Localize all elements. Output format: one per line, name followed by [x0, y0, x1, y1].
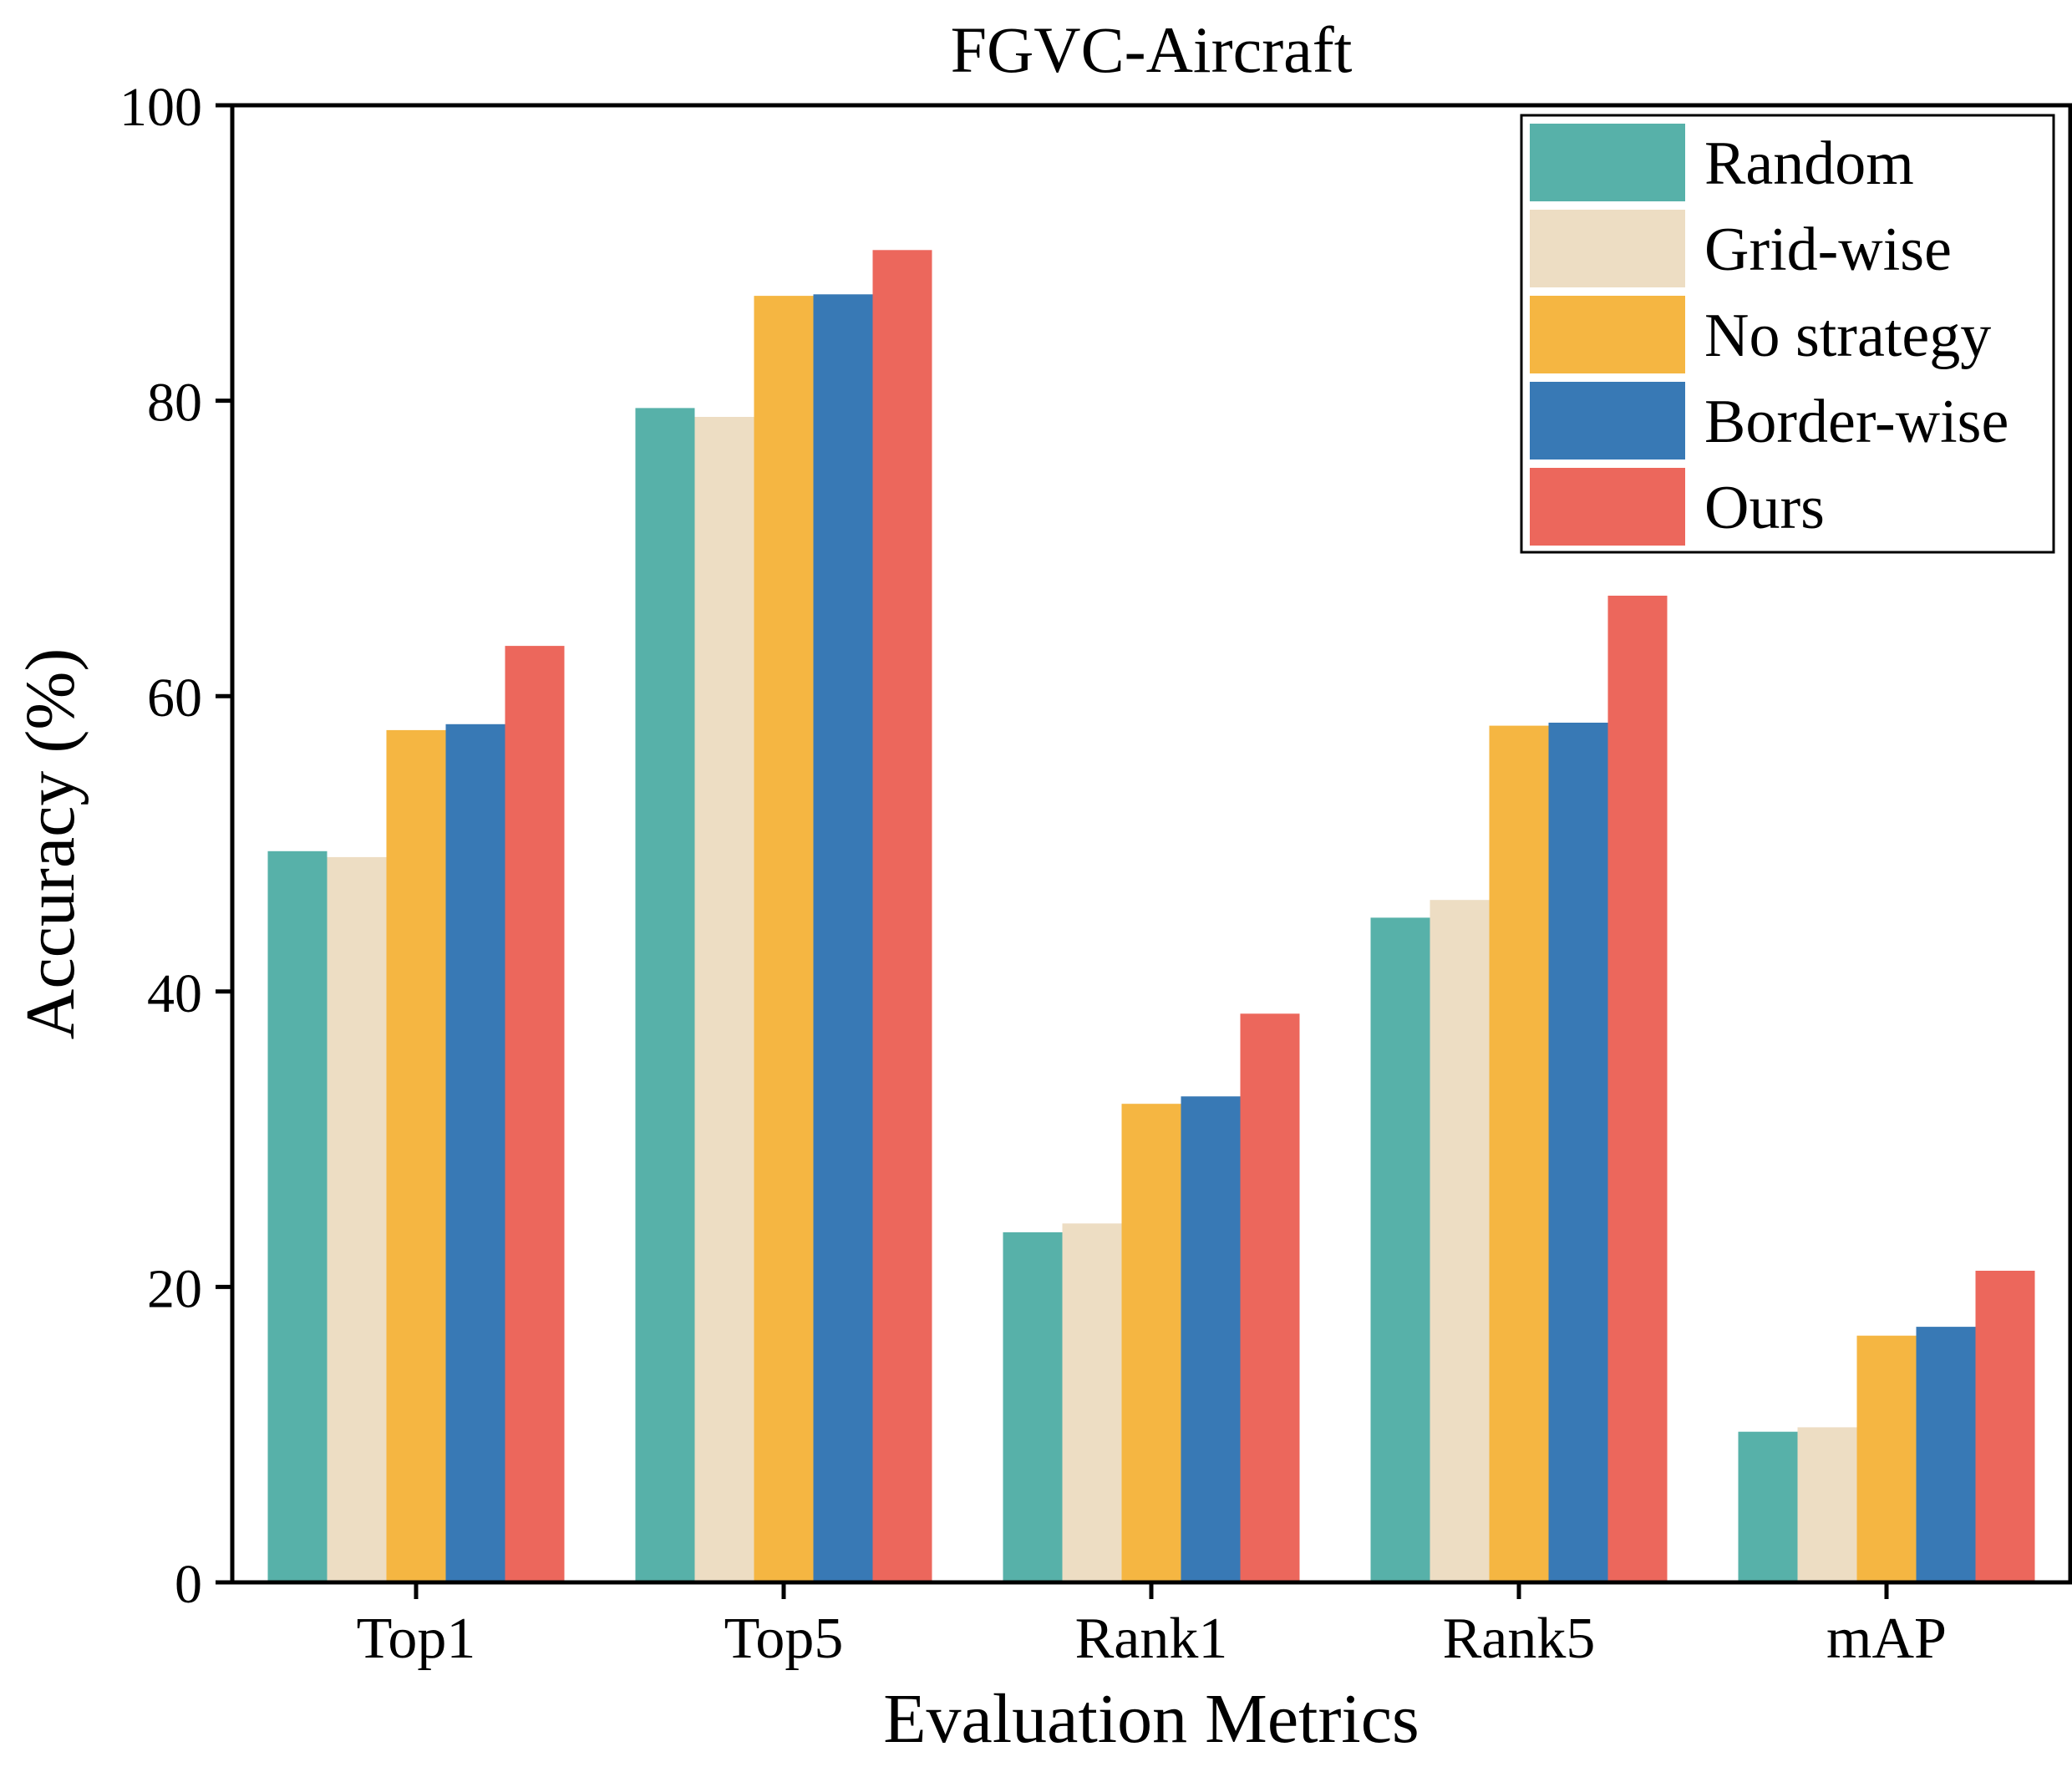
bar-border-wise-top1 [445, 724, 505, 1582]
bar-grid-wise-rank1 [1062, 1223, 1122, 1582]
bar-ours-map [1975, 1271, 2035, 1582]
bar-border-wise-map [1916, 1327, 1976, 1582]
bar-border-wise-rank1 [1181, 1096, 1241, 1582]
bar-random-rank1 [1003, 1232, 1063, 1582]
bar-grid-wise-top1 [327, 856, 387, 1582]
x-tick-label: Top1 [357, 1607, 476, 1671]
legend: Random Grid-wise No strategy Border-wise Our… [1520, 114, 2055, 554]
bar-no-strategy-map [1856, 1335, 1917, 1582]
legend-label: Grid-wise [1704, 216, 1952, 284]
x-tick-label: Rank1 [1075, 1607, 1228, 1671]
bar-no-strategy-rank1 [1121, 1104, 1181, 1582]
legend-label: Random [1704, 129, 1914, 198]
bar-grid-wise-rank5 [1430, 900, 1490, 1582]
legend-swatch [1530, 296, 1685, 373]
x-axis-label: Evaluation Metrics [883, 1680, 1419, 1758]
legend-label: No strategy [1704, 302, 1991, 370]
bars-group [267, 250, 2035, 1583]
y-axis-label: Accuracy (%) [12, 648, 89, 1040]
plot-frame [230, 103, 2072, 1585]
y-tick-label: 20 [147, 1258, 202, 1319]
bar-grid-wise-top5 [694, 417, 754, 1582]
legend-swatch [1530, 468, 1685, 546]
bar-border-wise-rank5 [1548, 723, 1608, 1582]
bar-ours-top1 [505, 646, 565, 1582]
bar-border-wise-top5 [813, 294, 873, 1582]
y-tick-label: 100 [119, 77, 202, 138]
ticks-group: 0 20 40 60 80 100 Top1 Top5 Rank1 Rank5 mAP [119, 77, 1947, 1671]
bar-random-top1 [267, 850, 328, 1582]
bar-no-strategy-top5 [754, 296, 814, 1583]
legend-swatch [1530, 382, 1685, 460]
bar-random-top5 [635, 408, 695, 1582]
bar-random-map [1738, 1431, 1798, 1582]
y-tick-label: 0 [175, 1554, 202, 1615]
bar-no-strategy-top1 [386, 729, 446, 1582]
legend-swatch [1530, 124, 1685, 201]
bar-ours-rank1 [1240, 1013, 1300, 1582]
y-tick-label: 60 [147, 668, 202, 729]
legend-label: Ours [1704, 474, 1825, 542]
x-tick-label: Rank5 [1443, 1607, 1596, 1671]
bar-no-strategy-rank5 [1489, 725, 1549, 1582]
bar-random-rank5 [1370, 917, 1430, 1582]
legend-label: Border-wise [1704, 388, 2009, 456]
bar-grid-wise-map [1797, 1427, 1857, 1582]
x-tick-label: mAP [1826, 1607, 1947, 1671]
y-tick-label: 40 [147, 963, 202, 1024]
y-tick-label: 80 [147, 373, 202, 434]
bar-ours-rank5 [1607, 596, 1668, 1582]
legend-swatch [1530, 210, 1685, 287]
bar-ours-top5 [872, 250, 932, 1582]
x-tick-label: Top5 [724, 1607, 844, 1671]
chart-title: FGVC-Aircraft [951, 13, 1353, 86]
